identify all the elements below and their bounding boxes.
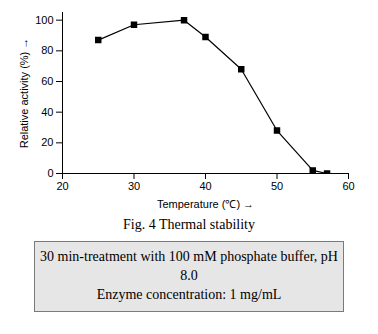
svg-text:0: 0: [47, 167, 53, 179]
svg-text:30: 30: [128, 180, 140, 192]
html-text:30 min-treatment with 100 mM p: 30 min-treatment with 100 mM phosphate b…: [40, 249, 338, 283]
svg-text:40: 40: [199, 180, 211, 192]
html-text:Fig. 4 Thermal stability: Fig. 4 Thermal stability: [123, 217, 255, 232]
svg-text:40: 40: [41, 106, 53, 118]
svg-text:20: 20: [56, 180, 68, 192]
svg-text:60: 60: [342, 180, 354, 192]
svg-text:80: 80: [41, 44, 53, 56]
svg-text:60: 60: [41, 75, 53, 87]
svg-text:Relative activity (%) →: Relative activity (%) →: [18, 38, 30, 149]
svg-text:Temperature (℃) →: Temperature (℃) →: [157, 198, 254, 210]
svg-text:100: 100: [35, 14, 53, 26]
html-text:Enzyme concentration: 1 mg/mL: Enzyme concentration: 1 mg/mL: [96, 286, 282, 302]
svg-text:50: 50: [271, 180, 283, 192]
svg-text:20: 20: [41, 136, 53, 148]
